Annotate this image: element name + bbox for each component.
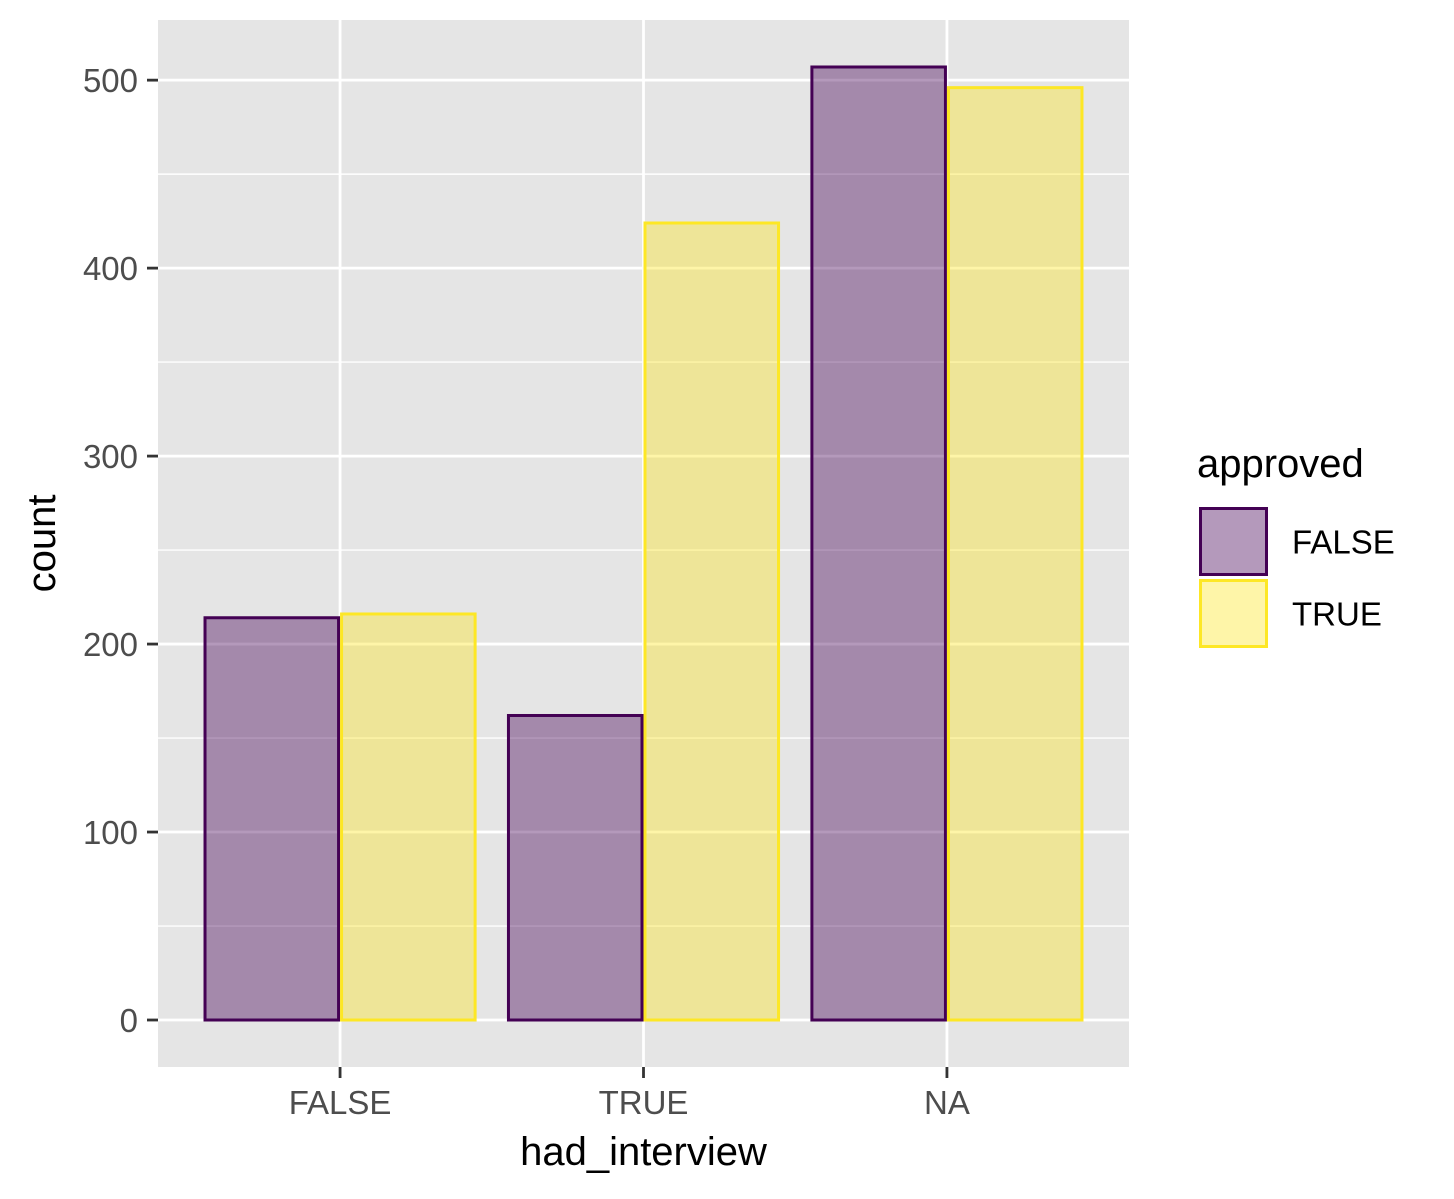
x-tick-label: NA bbox=[924, 1084, 970, 1121]
y-tick-label: 300 bbox=[83, 438, 138, 475]
bar-true-false bbox=[340, 612, 477, 1022]
legend-label-true: TRUE bbox=[1292, 596, 1382, 633]
x-axis-title: had_interview bbox=[520, 1130, 767, 1174]
y-tick-label: 500 bbox=[83, 62, 138, 99]
y-tick-label: 0 bbox=[120, 1002, 138, 1039]
axes: 0 100 200 300 400 500 FALSE TRUE NA bbox=[83, 62, 970, 1121]
legend-label-false: FALSE bbox=[1292, 524, 1395, 561]
legend-title: approved bbox=[1197, 442, 1364, 486]
bar-false-false bbox=[203, 616, 341, 1022]
legend-key-true bbox=[1199, 579, 1268, 648]
legend: approved FALSE TRUE bbox=[1197, 442, 1395, 648]
bar-true-na bbox=[946, 86, 1084, 1022]
x-tick-label: TRUE bbox=[599, 1084, 689, 1121]
legend-key-false bbox=[1199, 507, 1268, 576]
y-axis-title: count bbox=[20, 495, 64, 593]
y-tick-label: 400 bbox=[83, 250, 138, 287]
bar-false-true bbox=[506, 713, 644, 1022]
bar-true-true bbox=[643, 221, 781, 1022]
legend-keys: FALSE TRUE bbox=[1199, 507, 1395, 648]
y-tick-label: 100 bbox=[83, 814, 138, 851]
x-tick-label: FALSE bbox=[289, 1084, 392, 1121]
bars bbox=[203, 65, 1084, 1022]
y-tick-label: 200 bbox=[83, 626, 138, 663]
bar-false-na bbox=[810, 65, 947, 1022]
